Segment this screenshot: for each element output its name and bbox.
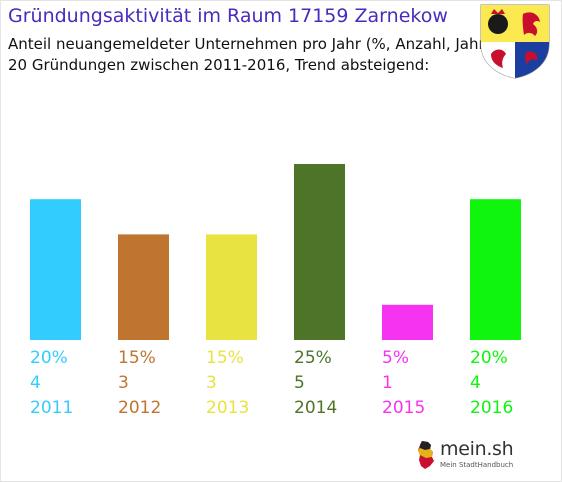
percent-label-2014: 25% <box>294 348 332 368</box>
percent-label-2012: 15% <box>118 348 156 368</box>
count-label-2014: 5 <box>294 373 305 393</box>
bar-2014 <box>294 164 345 340</box>
count-label-2012: 3 <box>118 373 129 393</box>
logo-subtext: Mein StadtHandbuch <box>440 461 514 469</box>
mein-sh-logo: mein.sh Mein StadtHandbuch <box>414 436 534 476</box>
chart-subtitle: Anteil neuangemeldeter Unternehmen pro J… <box>8 35 491 53</box>
percent-label-2013: 15% <box>206 348 244 368</box>
bar-2016 <box>470 199 521 340</box>
bar-2013 <box>206 234 257 340</box>
count-label-2013: 3 <box>206 373 217 393</box>
percent-label-2016: 20% <box>470 348 508 368</box>
coat-of-arms-icon <box>480 4 550 79</box>
chart-summary: 20 Gründungen zwischen 2011-2016, Trend … <box>8 56 430 74</box>
year-label-2011: 2011 <box>30 398 74 418</box>
percent-label-2011: 20% <box>30 348 68 368</box>
year-label-2013: 2013 <box>206 398 250 418</box>
logo-text: mein.sh <box>440 438 514 460</box>
count-label-2016: 4 <box>470 373 481 393</box>
bar-2011 <box>30 199 81 340</box>
count-label-2015: 1 <box>382 373 393 393</box>
bar-2015 <box>382 304 433 340</box>
year-label-2015: 2015 <box>382 398 426 418</box>
bar-2012 <box>118 234 169 340</box>
germany-map-icon <box>418 441 434 469</box>
count-label-2011: 4 <box>30 373 41 393</box>
year-label-2014: 2014 <box>294 398 338 418</box>
year-label-2012: 2012 <box>118 398 162 418</box>
percent-label-2015: 5% <box>382 348 409 368</box>
chart-title: Gründungsaktivität im Raum 17159 Zarneko… <box>8 5 448 27</box>
year-label-2016: 2016 <box>470 398 514 418</box>
